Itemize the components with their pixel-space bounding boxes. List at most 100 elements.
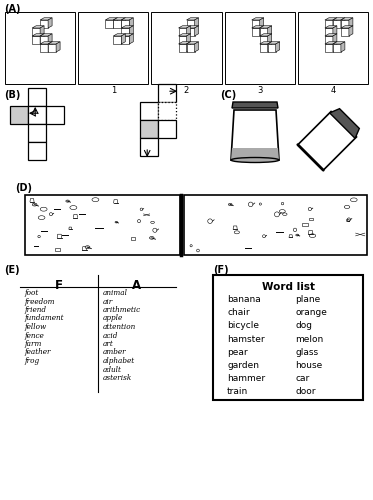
Text: 4: 4 [330,86,336,95]
Polygon shape [276,42,280,52]
Text: pear: pear [227,348,248,357]
Polygon shape [268,44,276,52]
Polygon shape [325,36,333,44]
Polygon shape [48,34,52,44]
Text: 1: 1 [111,86,116,95]
Text: garden: garden [227,361,259,370]
Polygon shape [341,28,349,36]
Ellipse shape [228,204,232,206]
Polygon shape [186,26,198,28]
Polygon shape [341,42,345,52]
Polygon shape [40,34,52,36]
Polygon shape [186,42,191,52]
Polygon shape [252,28,260,36]
Polygon shape [121,34,125,44]
Text: train: train [227,388,248,396]
Polygon shape [333,34,337,44]
Bar [140,102,158,120]
Text: fence: fence [24,332,44,340]
Bar [5,12,75,84]
Bar [55,248,60,251]
Text: glass: glass [295,348,318,357]
Polygon shape [341,18,353,20]
Polygon shape [186,42,198,44]
Ellipse shape [150,236,154,239]
Ellipse shape [115,222,117,223]
Text: fundament: fundament [24,314,63,322]
Text: (B): (B) [4,90,21,100]
Text: 2: 2 [184,86,189,95]
Polygon shape [252,26,264,28]
Polygon shape [333,44,341,52]
Polygon shape [113,20,121,28]
Polygon shape [48,44,56,52]
Polygon shape [231,148,279,160]
Polygon shape [298,112,357,170]
Polygon shape [40,44,48,52]
Polygon shape [333,42,337,52]
Text: air: air [103,298,113,306]
Bar [158,120,176,138]
Polygon shape [113,36,121,44]
Polygon shape [179,42,191,44]
Polygon shape [341,18,345,28]
Text: plane: plane [295,295,320,304]
Polygon shape [121,20,129,28]
Polygon shape [268,34,272,44]
Polygon shape [105,20,113,28]
Polygon shape [325,44,333,52]
Text: alphabet: alphabet [103,357,135,365]
Polygon shape [268,26,272,36]
Polygon shape [113,18,117,28]
Ellipse shape [32,203,37,206]
Polygon shape [325,34,337,36]
Text: house: house [295,361,322,370]
Polygon shape [121,26,133,28]
Bar [140,120,158,138]
Polygon shape [325,26,337,28]
Bar [46,106,64,124]
Polygon shape [325,28,333,36]
Polygon shape [179,44,186,52]
Bar [10,106,28,124]
Polygon shape [186,28,194,36]
Text: hamster: hamster [227,334,264,344]
Text: adult: adult [103,366,122,374]
Polygon shape [113,34,125,36]
Text: banana: banana [227,295,261,304]
Text: arithmetic: arithmetic [103,306,141,314]
Text: friend: friend [24,306,46,314]
Text: F: F [55,279,63,292]
Polygon shape [121,18,125,28]
Polygon shape [349,26,353,36]
Bar [140,138,158,156]
Bar [158,84,176,102]
Text: (A): (A) [4,4,21,14]
Text: fellow: fellow [24,323,46,331]
Text: (D): (D) [15,183,32,193]
Text: 3: 3 [257,86,262,95]
Bar [309,218,313,220]
Bar [78,12,148,84]
Polygon shape [341,20,349,28]
Text: art: art [103,340,114,348]
Ellipse shape [66,200,69,202]
Polygon shape [129,34,133,44]
Polygon shape [40,36,48,44]
Polygon shape [129,26,133,36]
Polygon shape [231,110,279,160]
Bar [298,12,368,84]
Text: foot: foot [24,289,38,297]
Polygon shape [325,42,337,44]
Polygon shape [121,28,129,36]
Polygon shape [48,18,52,28]
Text: door: door [295,388,316,396]
Polygon shape [232,102,278,108]
Bar [28,88,46,106]
Polygon shape [32,28,40,36]
Bar [151,12,222,84]
Polygon shape [333,26,337,36]
Polygon shape [40,42,52,44]
Polygon shape [333,20,341,28]
Polygon shape [260,18,264,28]
